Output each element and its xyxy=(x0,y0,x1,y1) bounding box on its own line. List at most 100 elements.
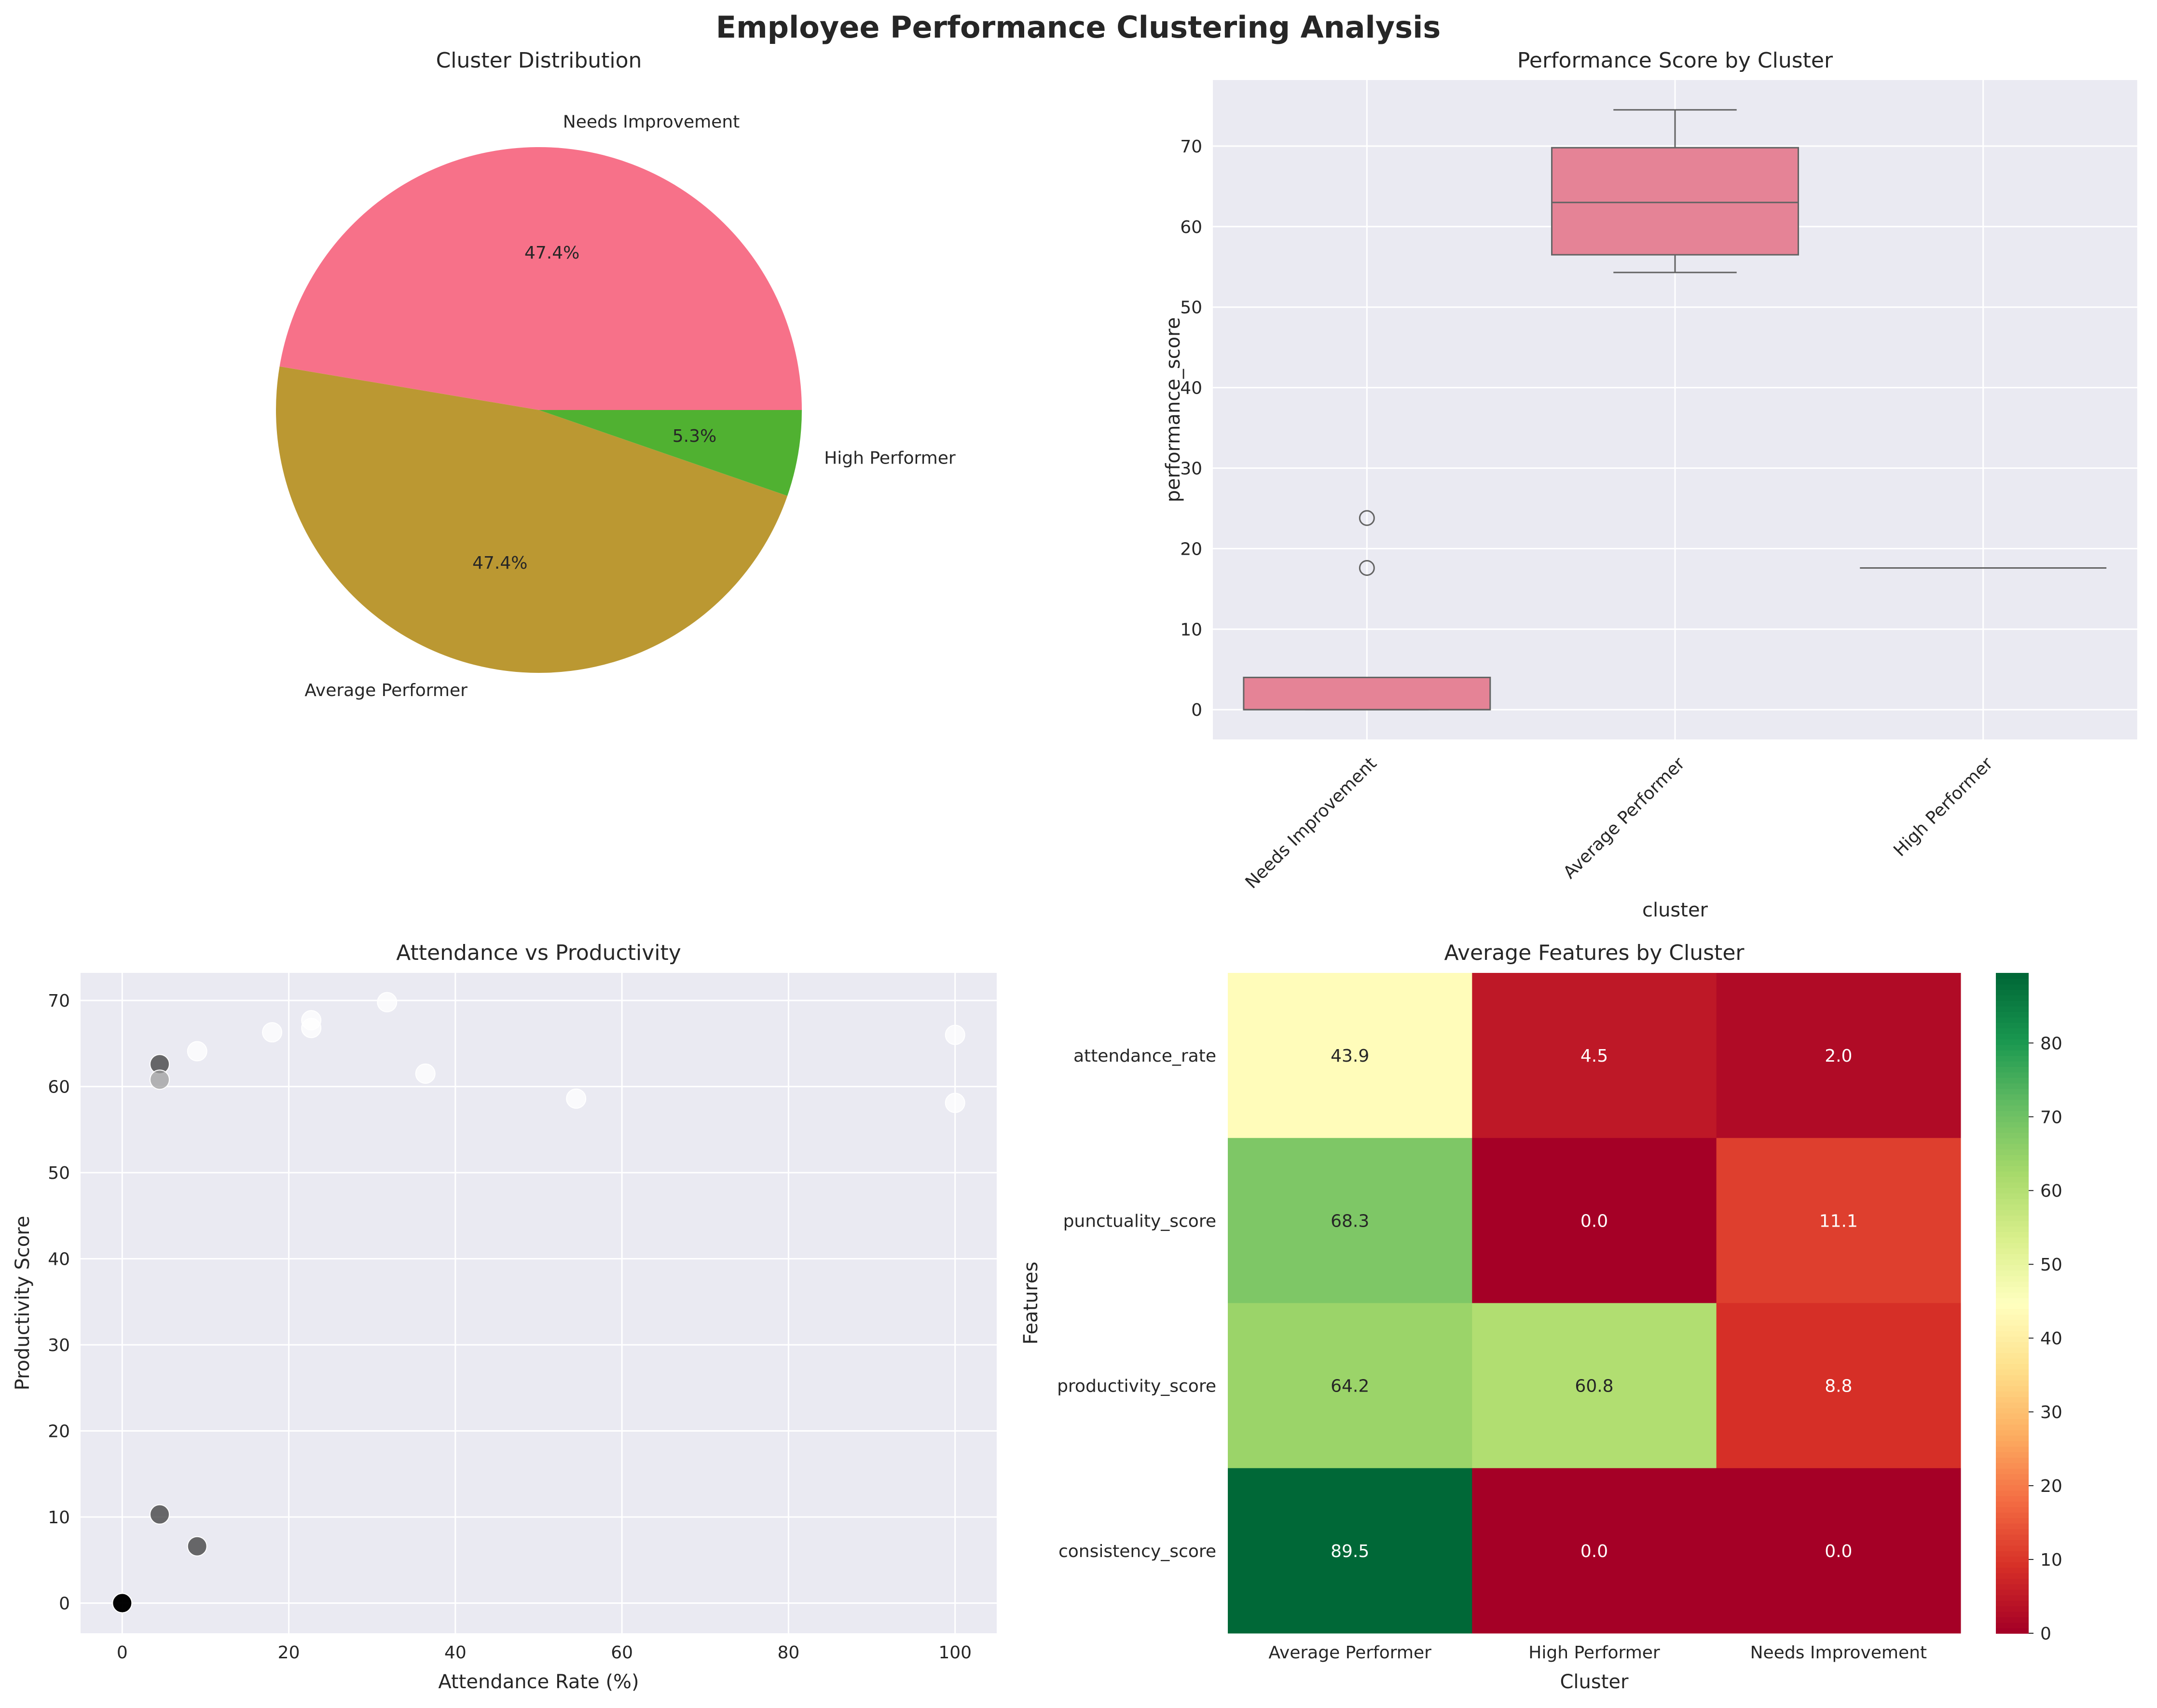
scatter-ytick-label: 60 xyxy=(48,1078,70,1097)
scatter-ytick-label: 70 xyxy=(48,991,70,1011)
colorbar-segment xyxy=(1996,1132,2029,1139)
colorbar-tick-label: 30 xyxy=(2040,1403,2062,1422)
heatmap-column-label: Average Performer xyxy=(1268,1643,1431,1663)
pie-percent-label: 47.4% xyxy=(524,243,579,263)
colorbar-segment xyxy=(1996,1292,2029,1298)
box-ytick-label: 0 xyxy=(1191,700,1202,720)
scatter-point xyxy=(187,1536,207,1557)
colorbar-segment xyxy=(1996,984,2029,990)
scatter-point xyxy=(415,1063,436,1084)
heatmap-cell xyxy=(1472,1138,1717,1303)
colorbar-segment xyxy=(1996,1176,2029,1183)
pie-label: High Performer xyxy=(824,448,956,468)
scatter-point xyxy=(945,1025,965,1045)
scatter-xtick-label: 0 xyxy=(117,1643,128,1663)
box-outlier xyxy=(1359,510,1375,526)
colorbar-segment xyxy=(1996,1529,2029,1535)
colorbar-segment xyxy=(1996,1314,2029,1320)
colorbar-segment xyxy=(1996,1561,2029,1568)
colorbar-segment xyxy=(1996,973,2029,979)
box-ytick-label: 60 xyxy=(1180,218,1202,237)
colorbar-segment xyxy=(1996,1171,2029,1177)
colorbar-segment xyxy=(1996,1264,2029,1271)
scatter-ytick-label: 40 xyxy=(48,1250,70,1270)
scatter-plot-area xyxy=(81,973,997,1633)
colorbar-segment xyxy=(1996,1330,2029,1337)
colorbar-segment xyxy=(1996,1182,2029,1188)
heatmap-cell xyxy=(1228,1138,1472,1303)
colorbar-segment xyxy=(1996,1243,2029,1249)
colorbar-segment xyxy=(1996,1501,2029,1507)
colorbar-segment xyxy=(1996,1226,2029,1232)
colorbar-segment xyxy=(1996,1540,2029,1546)
colorbar-segment xyxy=(1996,1000,2029,1007)
heatmap-cell xyxy=(1716,1468,1961,1634)
scatter-y-axis-label: Productivity Score xyxy=(12,1216,34,1391)
heatmap-cell xyxy=(1472,1468,1717,1634)
colorbar-segment xyxy=(1996,1336,2029,1342)
colorbar-segment xyxy=(1996,1083,2029,1089)
heatmap-value-label: 64.2 xyxy=(1331,1377,1369,1396)
scatter-point xyxy=(150,1069,170,1090)
colorbar-segment xyxy=(1996,1061,2029,1067)
heatmap-cell xyxy=(1472,1303,1717,1469)
colorbar-segment xyxy=(1996,995,2029,1001)
colorbar-tick-label: 20 xyxy=(2040,1476,2062,1496)
scatter-ytick-label: 20 xyxy=(48,1422,70,1442)
colorbar-segment xyxy=(1996,1622,2029,1628)
colorbar-segment xyxy=(1996,1490,2029,1496)
colorbar-tick-label: 0 xyxy=(2040,1624,2051,1644)
heatmap-row-label: punctuality_score xyxy=(1063,1211,1216,1231)
colorbar-segment xyxy=(1996,1451,2029,1458)
colorbar-segment xyxy=(1996,1424,2029,1430)
colorbar-segment xyxy=(1996,1353,2029,1359)
heatmap-row-label: attendance_rate xyxy=(1073,1046,1216,1066)
heatmap-cell xyxy=(1228,973,1472,1138)
colorbar-segment xyxy=(1996,1611,2029,1617)
colorbar-segment xyxy=(1996,1435,2029,1441)
colorbar-segment xyxy=(1996,1474,2029,1480)
box-body xyxy=(1551,147,1799,256)
colorbar-tick-label: 40 xyxy=(2040,1329,2062,1349)
pie-slice xyxy=(539,410,802,496)
heatmap-value-label: 43.9 xyxy=(1331,1046,1369,1066)
colorbar-segment xyxy=(1996,1347,2029,1353)
colorbar-tick-label: 60 xyxy=(2040,1181,2062,1201)
colorbar-segment xyxy=(1996,1517,2029,1524)
heatmap-cell xyxy=(1716,1303,1961,1469)
colorbar-segment xyxy=(1996,1319,2029,1326)
heatmap-cell xyxy=(1472,973,1717,1138)
colorbar-segment xyxy=(1996,1556,2029,1562)
colorbar-segment xyxy=(1996,1105,2029,1111)
colorbar-segment xyxy=(1996,1341,2029,1348)
heatmap-value-label: 2.0 xyxy=(1825,1046,1852,1066)
pie-percent-label: 47.4% xyxy=(472,553,527,573)
colorbar-segment xyxy=(1996,1072,2029,1078)
colorbar-segment xyxy=(1996,1616,2029,1623)
scatter-point xyxy=(566,1088,587,1109)
colorbar-segment xyxy=(1996,1253,2029,1260)
colorbar-segment xyxy=(1996,1286,2029,1293)
pie-label: Needs Improvement xyxy=(563,112,740,132)
colorbar-segment xyxy=(1996,1281,2029,1287)
colorbar-segment xyxy=(1996,1143,2029,1150)
colorbar-segment xyxy=(1996,1248,2029,1254)
heatmap-value-label: 89.5 xyxy=(1331,1542,1369,1561)
colorbar-segment xyxy=(1996,1259,2029,1265)
heatmap-y-axis-label: Features xyxy=(1020,1262,1042,1345)
colorbar-segment xyxy=(1996,1006,2029,1012)
scatter-xtick-label: 40 xyxy=(444,1643,467,1663)
pie-slice xyxy=(279,147,802,410)
heatmap-value-label: 0.0 xyxy=(1580,1542,1608,1561)
heatmap-value-label: 0.0 xyxy=(1580,1211,1608,1231)
box-ytick-label: 70 xyxy=(1180,137,1202,157)
colorbar-segment xyxy=(1996,1215,2029,1221)
scatter-ytick-label: 50 xyxy=(48,1163,70,1183)
colorbar-segment xyxy=(1996,1627,2029,1634)
pie-chart: Cluster Distribution Needs Improvement 47.… xyxy=(276,48,956,700)
colorbar-segment xyxy=(1996,1138,2029,1144)
colorbar-segment xyxy=(1996,1440,2029,1447)
scatter-point xyxy=(377,992,398,1012)
colorbar-segment xyxy=(1996,1413,2029,1420)
